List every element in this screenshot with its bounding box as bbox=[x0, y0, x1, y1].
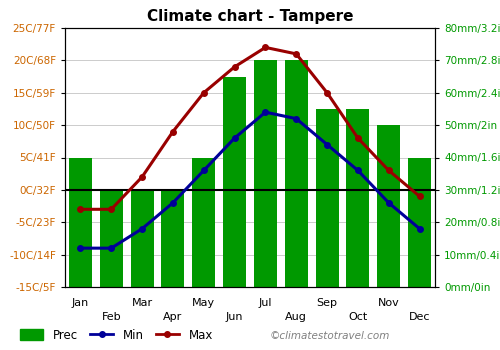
Title: Climate chart - Tampere: Climate chart - Tampere bbox=[147, 9, 353, 24]
Text: Mar: Mar bbox=[132, 298, 152, 308]
Text: Jan: Jan bbox=[72, 298, 89, 308]
Text: Dec: Dec bbox=[409, 312, 430, 322]
Bar bbox=[100, 190, 123, 287]
Text: Nov: Nov bbox=[378, 298, 400, 308]
Bar bbox=[223, 77, 246, 287]
Bar bbox=[69, 158, 92, 287]
Bar bbox=[346, 109, 370, 287]
Bar bbox=[408, 158, 431, 287]
Bar bbox=[130, 190, 154, 287]
Text: Oct: Oct bbox=[348, 312, 368, 322]
Text: May: May bbox=[192, 298, 216, 308]
Text: Jun: Jun bbox=[226, 312, 244, 322]
Legend: Prec, Min, Max: Prec, Min, Max bbox=[15, 324, 218, 346]
Bar bbox=[316, 109, 338, 287]
Bar bbox=[254, 60, 277, 287]
Text: Sep: Sep bbox=[316, 298, 338, 308]
Bar bbox=[377, 125, 400, 287]
Text: Jul: Jul bbox=[258, 298, 272, 308]
Text: Feb: Feb bbox=[102, 312, 121, 322]
Text: Apr: Apr bbox=[164, 312, 182, 322]
Bar bbox=[162, 190, 184, 287]
Text: ©climatestotravel.com: ©climatestotravel.com bbox=[270, 331, 390, 341]
Text: Aug: Aug bbox=[286, 312, 307, 322]
Bar bbox=[284, 60, 308, 287]
Bar bbox=[192, 158, 216, 287]
